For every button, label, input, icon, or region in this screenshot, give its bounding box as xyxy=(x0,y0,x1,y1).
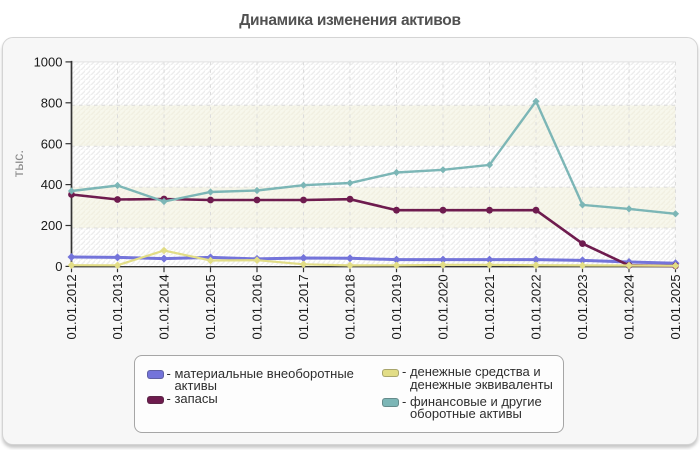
svg-text:800: 800 xyxy=(41,95,63,110)
svg-text:01.01.2016: 01.01.2016 xyxy=(250,274,265,339)
svg-text:01.01.2020: 01.01.2020 xyxy=(436,274,451,339)
svg-text:01.01.2021: 01.01.2021 xyxy=(482,274,497,339)
svg-text:01.01.2024: 01.01.2024 xyxy=(622,274,637,339)
svg-text:01.01.2018: 01.01.2018 xyxy=(343,274,358,339)
svg-text:200: 200 xyxy=(41,218,63,233)
svg-text:01.01.2023: 01.01.2023 xyxy=(575,274,590,339)
svg-text:0: 0 xyxy=(55,259,62,274)
svg-text:400: 400 xyxy=(41,177,63,192)
svg-text:01.01.2013: 01.01.2013 xyxy=(110,274,125,339)
svg-text:тыс.: тыс. xyxy=(10,150,26,177)
svg-text:01.01.2017: 01.01.2017 xyxy=(296,274,311,339)
svg-text:01.01.2019: 01.01.2019 xyxy=(389,274,404,339)
svg-text:600: 600 xyxy=(41,136,63,151)
svg-text:1000: 1000 xyxy=(34,55,63,70)
svg-text:01.01.2012: 01.01.2012 xyxy=(64,274,79,339)
svg-text:01.01.2014: 01.01.2014 xyxy=(157,274,172,339)
svg-text:01.01.2025: 01.01.2025 xyxy=(668,274,683,339)
svg-text:01.01.2022: 01.01.2022 xyxy=(529,274,544,339)
svg-text:01.01.2015: 01.01.2015 xyxy=(203,274,218,339)
